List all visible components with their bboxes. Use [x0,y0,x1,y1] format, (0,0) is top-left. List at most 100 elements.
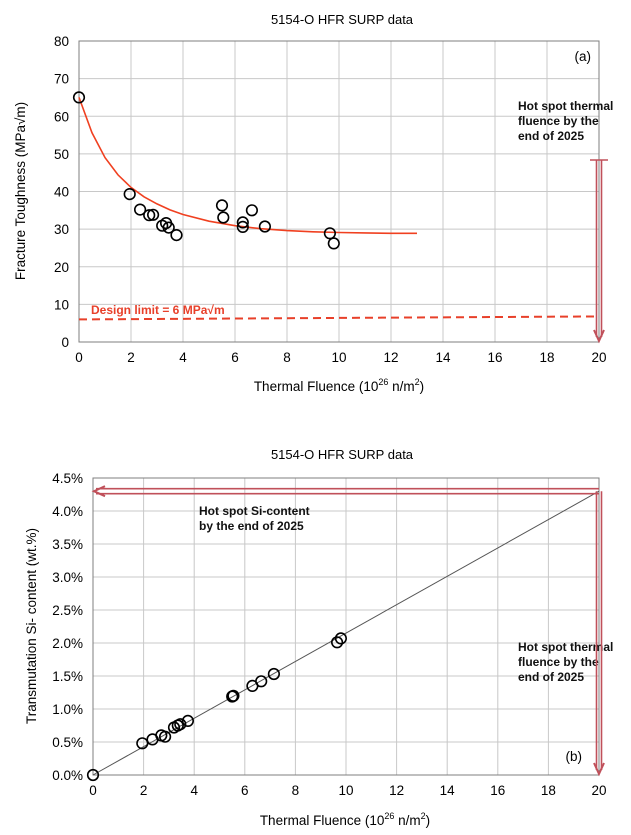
chart-a-data-point [327,237,340,250]
chart-a-points [72,91,340,250]
chart-b-data-point [227,689,240,702]
chart-b-data-point [181,714,194,728]
chart-a-data-point [323,227,337,240]
chart-b: 5154-O HFR SURP data 0.0% 0.5% 1.0% 1.5% 2.0… [24,447,613,828]
chart-a-plot-area [78,40,600,343]
chart-b-x-axis-label-exp: 26 [384,811,394,821]
chart-b-x-axis-label-exp2: 2 [421,811,426,821]
chart-a-hotspot-annotation-text: fluence by the [518,114,599,128]
chart-a-y-tick-label: 30 [54,222,69,237]
chart-a-grid [79,41,599,342]
chart-b-data-point [86,768,100,782]
chart-a-data-point [123,188,136,201]
chart-a-design-limit-label: Design limit = 6 MPa√m [91,303,225,317]
chart-b-data-point [136,737,149,750]
chart-a-x-axis-label-main: Thermal Fluence (10 [254,379,379,394]
chart-b-x-axis-label: Thermal Fluence (1026 n/m2) [260,811,430,828]
chart-a-y-tick-label: 10 [54,297,69,312]
chart-b-x-tick-labels: 0 2 4 6 8 10 12 14 16 18 20 [89,783,606,798]
chart-a-x-tick-label: 10 [331,350,346,365]
chart-a-y-tick-label: 40 [54,185,69,200]
chart-b-x-tick-label: 14 [440,783,456,798]
chart-a-y-tick-label: 80 [54,34,69,49]
chart-b-x-tick-label: 0 [89,783,97,798]
chart-a-design-limit-line [78,315,600,321]
chart-b-title: 5154-O HFR SURP data [271,447,414,462]
chart-b-x-axis-label-unit: n/m [394,813,420,828]
chart-a-x-tick-label: 18 [539,350,554,365]
chart-b-y-tick-label: 1.5% [52,669,83,684]
chart-a-data-point [217,211,230,224]
chart-b-si-annotation-text: Hot spot Si-content [199,504,310,518]
chart-a-data-point [162,221,175,234]
chart-b-panel-label: (b) [566,749,583,764]
chart-b-hotspot-annotation-text: fluence by the [518,655,599,669]
chart-a-data-point [170,229,183,242]
chart-a-x-axis-label: Thermal Fluence (1026 n/m2) [254,377,424,394]
chart-b-grid [93,478,599,775]
chart-b-x-tick-label: 12 [389,783,404,798]
chart-b-y-tick-label: 3.5% [52,537,83,552]
chart-a-y-tick-label: 60 [54,109,69,124]
chart-b-y-tick-labels: 0.0% 0.5% 1.0% 1.5% 2.0% 2.5% 3.0% 3.5% 4.0% 4.5% [52,471,83,783]
chart-a-x-tick-label: 14 [435,350,451,365]
chart-b-x-axis-label-main: Thermal Fluence (10 [260,813,385,828]
chart-a-x-axis-label-exp2: 2 [415,377,420,387]
chart-b-data-point [334,632,348,645]
chart-a-y-tick-label: 50 [54,147,69,162]
chart-b-hotspot-annotation-text: end of 2025 [518,670,584,684]
chart-a-data-point [245,204,258,217]
chart-a-x-tick-label: 2 [127,350,135,365]
chart-a-x-tick-labels: 0 2 4 6 8 10 12 14 16 18 20 [75,350,606,365]
chart-a-fit-curve [78,97,417,235]
chart-b-y-tick-label: 2.5% [52,603,83,618]
chart-b-hotspot-annotation-text: Hot spot thermal [518,640,613,654]
chart-a-x-tick-label: 8 [283,350,291,365]
chart-a-title: 5154-O HFR SURP data [271,12,414,27]
chart-b-x-tick-label: 6 [241,783,249,798]
chart-b-x-tick-label: 8 [292,783,300,798]
chart-a-data-point [134,203,147,216]
chart-b-y-axis-label: Transmutation Si- content (wt.%) [24,528,39,724]
chart-b-y-tick-label: 1.0% [52,702,83,717]
chart-a-hotspot-annotation-text: end of 2025 [518,129,584,143]
chart-b-data-point [174,718,187,731]
chart-b-plot-area [92,477,600,776]
chart-a-x-tick-label: 20 [591,350,606,365]
chart-b-x-axis-label-close: ) [426,813,431,828]
chart-b-y-tick-label: 0.0% [52,768,83,783]
chart-a-x-tick-label: 16 [487,350,502,365]
chart-a-data-point [236,216,249,229]
chart-a-hotspot-annotation-text: Hot spot thermal [518,99,613,113]
chart-b-data-point [267,667,281,681]
chart-b-y-tick-label: 4.5% [52,471,83,486]
chart-b-points [86,632,348,782]
chart-a-data-point [72,91,86,104]
chart-b-x-tick-label: 16 [490,783,505,798]
chart-a-x-tick-label: 6 [231,350,239,365]
chart-b-y-tick-label: 3.0% [52,570,83,585]
chart-a-x-tick-label: 4 [179,350,187,365]
chart-b-data-point [255,675,268,688]
chart-b-data-point [331,636,344,649]
chart-a-data-point [147,208,160,221]
chart-a-y-tick-label: 20 [54,260,69,275]
chart-b-x-tick-label: 18 [541,783,556,798]
chart-b-hotspot-arrow-head [593,762,605,777]
chart-b-si-arrow-head [91,485,106,498]
chart-a-y-tick-label: 0 [61,335,69,350]
chart-a-data-point [258,220,272,233]
chart-b-x-tick-label: 4 [190,783,198,798]
chart-a-y-axis-label: Fracture Toughness (MPa√m) [13,102,28,280]
chart-b-x-tick-label: 2 [140,783,148,798]
chart-b-data-point [159,730,172,743]
chart-b-y-tick-label: 2.0% [52,636,83,651]
chart-a-x-axis-label-close: ) [420,379,425,394]
chart-b-y-tick-label: 4.0% [52,504,83,519]
chart-a-y-tick-labels: 0 10 20 30 40 50 60 70 80 [54,34,69,350]
chart-a-panel-label: (a) [575,49,592,64]
